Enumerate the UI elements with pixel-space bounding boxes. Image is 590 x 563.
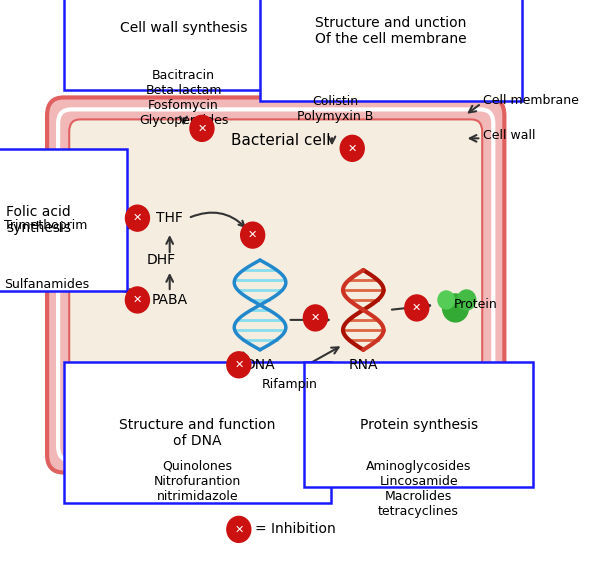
Text: ✕: ✕ [133,295,142,305]
Text: Structure and unction
Of the cell membrane: Structure and unction Of the cell membra… [315,16,467,46]
Text: Protein synthesis: Protein synthesis [359,418,478,432]
Text: Cell membrane: Cell membrane [483,94,579,107]
Circle shape [227,352,251,378]
Text: ✕: ✕ [248,230,257,240]
Text: Rifampin: Rifampin [261,378,317,391]
Circle shape [340,135,364,161]
Text: Aminoglycosides
Lincosamide
Macrolides
tetracyclines: Aminoglycosides Lincosamide Macrolides t… [366,459,471,517]
Circle shape [457,290,476,310]
Text: RNA: RNA [349,358,378,372]
Text: Sulfanamides: Sulfanamides [4,279,89,292]
Text: DHF: DHF [147,253,176,267]
FancyBboxPatch shape [69,119,482,450]
Text: ✕: ✕ [197,123,206,133]
Text: ✕: ✕ [311,313,320,323]
Text: Trimethoprim: Trimethoprim [4,218,87,231]
Text: Cell wall: Cell wall [483,129,536,142]
Text: ✕: ✕ [234,360,244,370]
Circle shape [442,294,468,322]
Text: Colistin
Polymyxin B: Colistin Polymyxin B [297,96,374,123]
Text: PABA: PABA [151,293,188,307]
Circle shape [438,291,454,309]
Text: THF: THF [156,211,183,225]
FancyBboxPatch shape [47,97,504,472]
Text: Folic acid
synthesis: Folic acid synthesis [6,205,71,235]
Text: Protein: Protein [454,298,497,311]
Circle shape [405,295,429,321]
Circle shape [241,222,265,248]
Circle shape [126,287,149,313]
Text: = Inhibition: = Inhibition [254,522,335,537]
Text: Quinolones
Nitrofurantion
nitrimidazole: Quinolones Nitrofurantion nitrimidazole [154,459,241,503]
Text: DNA: DNA [245,358,276,372]
Circle shape [303,305,327,331]
Text: Bacterial cell: Bacterial cell [231,133,330,148]
Text: ✕: ✕ [234,524,244,534]
Text: ✕: ✕ [412,303,421,313]
Circle shape [227,516,251,542]
Text: Structure and function
of DNA: Structure and function of DNA [119,418,276,448]
Text: Cell wall synthesis: Cell wall synthesis [120,21,247,35]
FancyBboxPatch shape [58,109,493,461]
Circle shape [126,205,149,231]
Text: Bacitracin
Beta-lactam
Fosfomycin
Glycopeptides: Bacitracin Beta-lactam Fosfomycin Glycop… [139,69,228,127]
Text: ✕: ✕ [133,213,142,223]
Circle shape [190,115,214,141]
Text: ✕: ✕ [348,144,357,153]
